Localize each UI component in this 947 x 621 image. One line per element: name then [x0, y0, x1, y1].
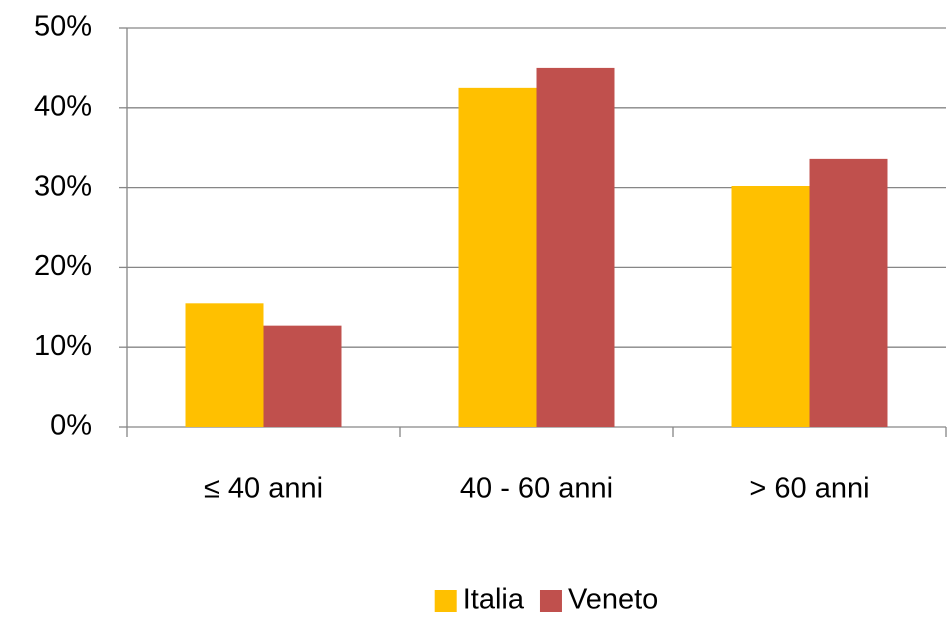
bar: [536, 67, 615, 428]
y-tick-label: 50%: [34, 11, 92, 43]
y-tick-label: 10%: [34, 330, 92, 362]
bar: [809, 158, 888, 427]
legend-label: Italia: [463, 584, 525, 616]
y-tick-label: 20%: [34, 250, 92, 282]
y-tick-label: 0%: [50, 410, 92, 442]
x-tick-label: ≤ 40 anni: [204, 473, 323, 505]
y-tick-label: 40%: [34, 90, 92, 122]
y-tick-label: 30%: [34, 170, 92, 202]
x-tick-label: > 60 anni: [749, 473, 869, 505]
legend-swatch: [434, 590, 457, 612]
bar: [185, 303, 264, 427]
legend-label: Veneto: [568, 584, 658, 616]
bar: [458, 87, 537, 427]
bar: [731, 186, 810, 427]
bar: [263, 325, 342, 427]
x-tick-label: 40 - 60 anni: [460, 473, 613, 505]
legend-swatch: [539, 590, 562, 612]
